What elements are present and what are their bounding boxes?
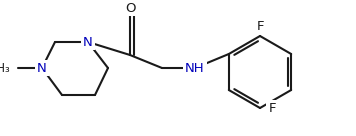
- Text: O: O: [125, 1, 135, 15]
- Text: F: F: [256, 19, 264, 33]
- Text: N: N: [37, 61, 47, 75]
- Text: NH: NH: [185, 61, 205, 75]
- Text: CH₃: CH₃: [0, 61, 10, 75]
- Text: N: N: [83, 35, 93, 49]
- Text: F: F: [268, 101, 276, 115]
